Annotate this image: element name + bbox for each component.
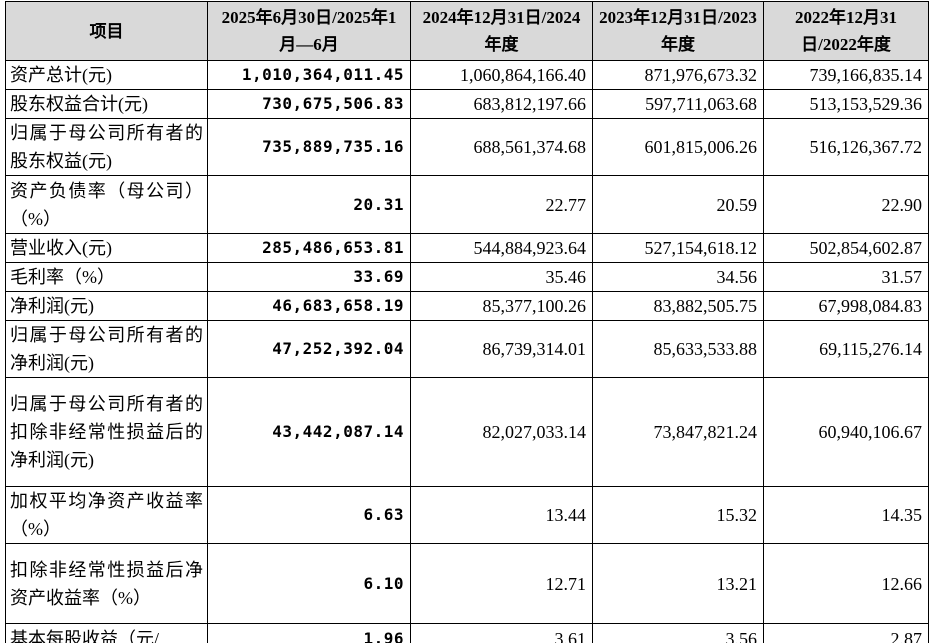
value-cell: 1,060,864,166.40 [410,60,593,90]
value-cell: 43,442,087.14 [207,377,411,487]
row-label: 扣除非经常性损益后净资产收益率（%） [5,543,208,624]
value-cell: 46,683,658.19 [207,291,411,321]
value-cell: 13.21 [592,543,764,624]
header-cell: 2025年6月30日/2025年1月—6月 [207,1,411,61]
row-label: 归属于母公司所有者的净利润(元) [5,320,208,378]
value-cell: 67,998,084.83 [763,291,929,321]
value-cell: 1,010,364,011.45 [207,60,411,90]
header-cell: 2024年12月31日/2024年度 [410,1,593,61]
table-row: 毛利率（%） 33.69 35.46 34.56 31.57 [5,262,929,292]
value-cell: 22.77 [410,175,593,234]
row-label: 净利润(元) [5,291,208,321]
value-cell: 15.32 [592,486,764,544]
value-cell: 69,115,276.14 [763,320,929,378]
value-cell: 735,889,735.16 [207,118,411,176]
value-cell: 597,711,063.68 [592,89,764,119]
value-cell: 13.44 [410,486,593,544]
value-cell: 502,854,602.87 [763,233,929,263]
value-cell: 2.87 [763,623,929,643]
row-label: 归属于母公司所有者的扣除非经常性损益后的净利润(元) [5,377,208,487]
table-row: 扣除非经常性损益后净资产收益率（%） 6.10 12.71 13.21 12.66 [5,543,929,624]
header-cell: 2022年12月31日/2022年度 [763,1,929,61]
header-row: 项目 2025年6月30日/2025年1月—6月 2024年12月31日/2024年… [5,1,929,61]
value-cell: 34.56 [592,262,764,292]
table-row: 加权平均净资产收益率（%） 6.63 13.44 15.32 14.35 [5,486,929,544]
value-cell: 31.57 [763,262,929,292]
value-cell: 739,166,835.14 [763,60,929,90]
row-label: 股东权益合计(元) [5,89,208,119]
header-cell: 项目 [5,1,208,61]
table-row: 营业收入(元) 285,486,653.81 544,884,923.64 527,1… [5,233,929,263]
value-cell: 6.10 [207,543,411,624]
table-row: 净利润(元) 46,683,658.19 85,377,100.26 83,882,5… [5,291,929,321]
row-label: 加权平均净资产收益率（%） [5,486,208,544]
value-cell: 35.46 [410,262,593,292]
row-label: 营业收入(元) [5,233,208,263]
value-cell: 516,126,367.72 [763,118,929,176]
value-cell: 73,847,821.24 [592,377,764,487]
row-label: 毛利率（%） [5,262,208,292]
value-cell: 527,154,618.12 [592,233,764,263]
value-cell: 22.90 [763,175,929,234]
value-cell: 12.71 [410,543,593,624]
value-cell: 3.56 [592,623,764,643]
value-cell: 688,561,374.68 [410,118,593,176]
value-cell: 3.61 [410,623,593,643]
header-cell: 2023年12月31日/2023年度 [592,1,764,61]
value-cell: 33.69 [207,262,411,292]
value-cell: 85,633,533.88 [592,320,764,378]
value-cell: 20.31 [207,175,411,234]
row-label: 基本每股收益（元/ [5,623,208,643]
value-cell: 544,884,923.64 [410,233,593,263]
row-label: 资产总计(元) [5,60,208,90]
value-cell: 85,377,100.26 [410,291,593,321]
value-cell: 12.66 [763,543,929,624]
value-cell: 82,027,033.14 [410,377,593,487]
table-row: 归属于母公司所有者的股东权益(元) 735,889,735.16 688,561,3… [5,118,929,176]
value-cell: 683,812,197.66 [410,89,593,119]
value-cell: 14.35 [763,486,929,544]
row-label: 归属于母公司所有者的股东权益(元) [5,118,208,176]
value-cell: 20.59 [592,175,764,234]
value-cell: 47,252,392.04 [207,320,411,378]
value-cell: 730,675,506.83 [207,89,411,119]
value-cell: 513,153,529.36 [763,89,929,119]
table-row: 资产负债率（母公司）（%） 20.31 22.77 20.59 22.90 [5,175,929,234]
table-row: 归属于母公司所有者的扣除非经常性损益后的净利润(元) 43,442,087.14 8… [5,377,929,487]
value-cell: 1.96 [207,623,411,643]
table-row: 资产总计(元) 1,010,364,011.45 1,060,864,166.40 8… [5,60,929,90]
table-row: 股东权益合计(元) 730,675,506.83 683,812,197.66 597… [5,89,929,119]
value-cell: 86,739,314.01 [410,320,593,378]
table-row: 归属于母公司所有者的净利润(元) 47,252,392.04 86,739,314.… [5,320,929,378]
value-cell: 285,486,653.81 [207,233,411,263]
value-cell: 6.63 [207,486,411,544]
value-cell: 601,815,006.26 [592,118,764,176]
table-row: 基本每股收益（元/1.96 3.61 3.56 2.87 [5,623,929,643]
value-cell: 871,976,673.32 [592,60,764,90]
data-table: 项目 2025年6月30日/2025年1月—6月 2024年12月31日/2024年… [5,1,929,643]
value-cell: 83,882,505.75 [592,291,764,321]
row-label: 资产负债率（母公司）（%） [5,175,208,234]
value-cell: 60,940,106.67 [763,377,929,487]
